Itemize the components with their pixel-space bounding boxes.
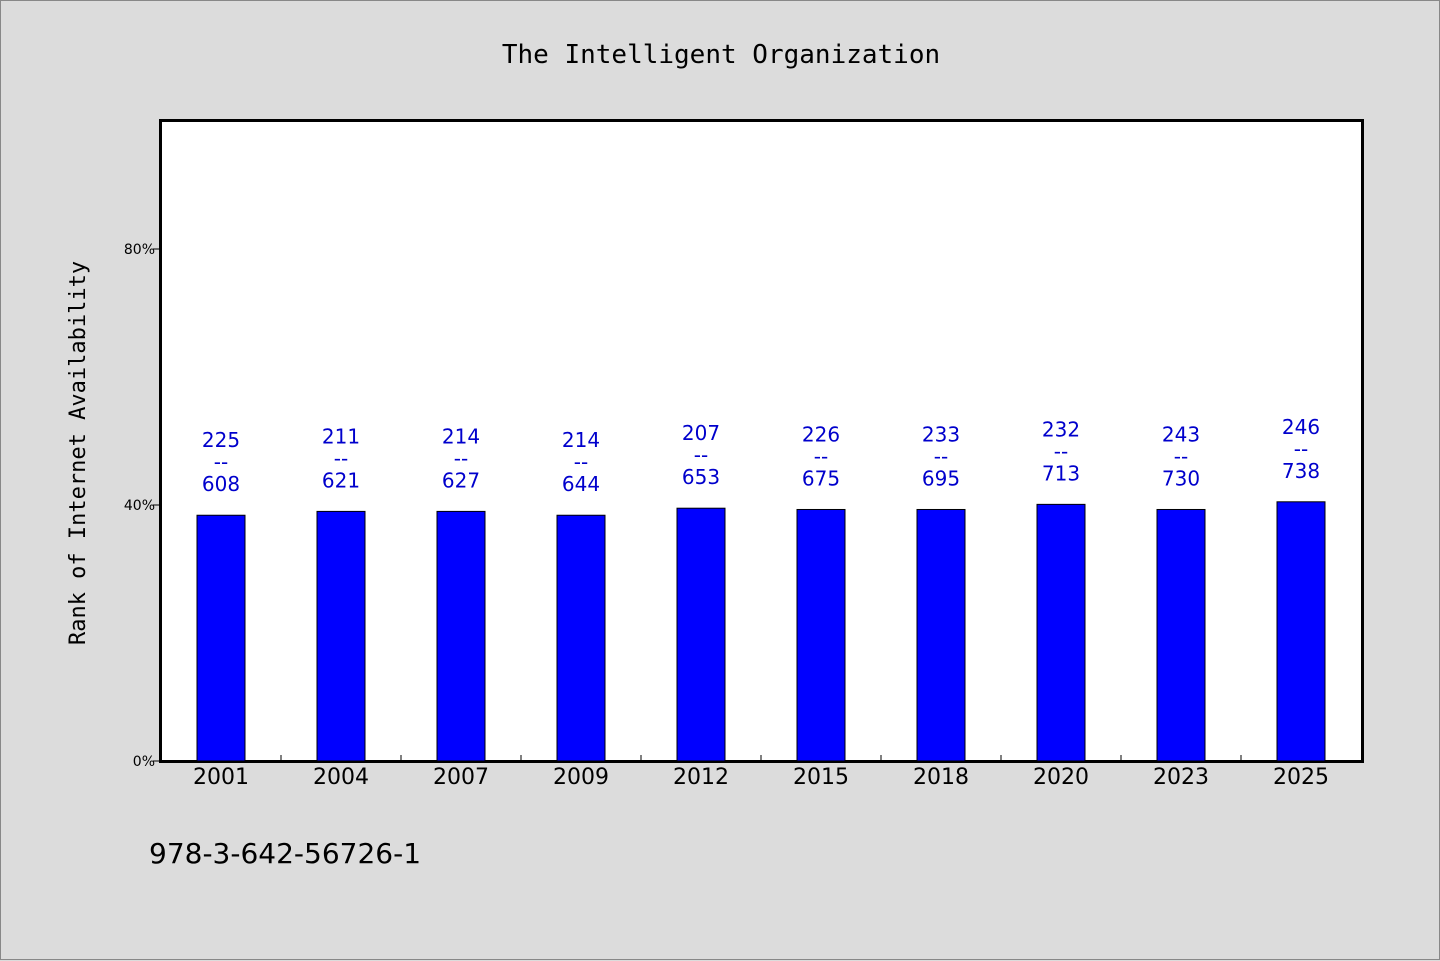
y-tick-label: 40%	[124, 498, 155, 514]
data-label-separator: --	[454, 446, 468, 470]
data-label-bottom: 730	[1162, 466, 1200, 490]
x-tick-label: 2004	[313, 765, 369, 790]
x-tick-label: 2007	[433, 765, 489, 790]
data-label-top: 243	[1162, 422, 1200, 446]
y-tick-label: 0%	[133, 754, 155, 770]
bar-2001	[196, 514, 246, 762]
x-tick-label: 2018	[913, 765, 969, 790]
x-tick-label: 2012	[673, 765, 729, 790]
chart-title: The Intelligent Organization	[502, 40, 940, 70]
data-label-top: 214	[562, 428, 600, 452]
data-label-bottom: 675	[802, 466, 840, 490]
data-label-separator: --	[334, 446, 348, 470]
data-label-separator: --	[814, 444, 828, 468]
data-label-separator: --	[574, 450, 588, 474]
bar-2012	[676, 507, 726, 762]
data-label-separator: --	[1054, 439, 1068, 463]
data-label-top: 214	[442, 424, 480, 448]
bar-2007	[436, 510, 486, 762]
y-tick-label: 80%	[124, 242, 155, 258]
bar-2015	[796, 508, 846, 762]
x-tick-label: 2020	[1033, 765, 1089, 790]
bar-2004	[316, 510, 366, 762]
data-label-top: 225	[202, 428, 240, 452]
data-label-bottom: 713	[1042, 461, 1080, 485]
x-tick-label: 2015	[793, 765, 849, 790]
data-label-bottom: 608	[202, 472, 240, 496]
data-label-bottom: 653	[682, 465, 720, 489]
bars-group	[196, 501, 1326, 762]
x-axis: 2001 2004 2007 2009 2012 2015 2018 2020 2023 2025	[193, 755, 1329, 790]
data-label-top: 226	[802, 422, 840, 446]
data-label-separator: --	[1174, 444, 1188, 468]
data-label-separator: --	[214, 450, 228, 474]
x-tick-label: 2025	[1273, 765, 1329, 790]
data-label-top: 232	[1042, 417, 1080, 441]
x-tick-label: 2001	[193, 765, 249, 790]
bar-2025	[1276, 501, 1326, 762]
data-label-separator: --	[694, 443, 708, 467]
data-label-bottom: 621	[322, 468, 360, 492]
data-label-top: 207	[682, 421, 720, 445]
data-label-top: 233	[922, 422, 960, 446]
data-label-top: 246	[1282, 415, 1320, 439]
footer-isbn: 978-3-642-56726-1	[149, 837, 421, 870]
x-tick-label: 2009	[553, 765, 609, 790]
bar-2018	[916, 508, 966, 762]
data-labels-group: 225--608211--621214--627214--644207--653…	[202, 415, 1320, 496]
bar-2020	[1036, 503, 1086, 762]
y-axis: 0% 40% 80%	[124, 242, 161, 770]
y-axis-label: Rank of Internet Availability	[66, 261, 91, 645]
data-label-bottom: 627	[442, 468, 480, 492]
data-label-separator: --	[934, 444, 948, 468]
data-label-bottom: 644	[562, 472, 600, 496]
x-tick-label: 2023	[1153, 765, 1209, 790]
bar-2009	[556, 514, 606, 762]
data-label-separator: --	[1294, 437, 1308, 461]
data-label-bottom: 695	[922, 466, 960, 490]
data-label-bottom: 738	[1282, 459, 1320, 483]
data-label-top: 211	[322, 424, 360, 448]
bar-2023	[1156, 508, 1206, 762]
